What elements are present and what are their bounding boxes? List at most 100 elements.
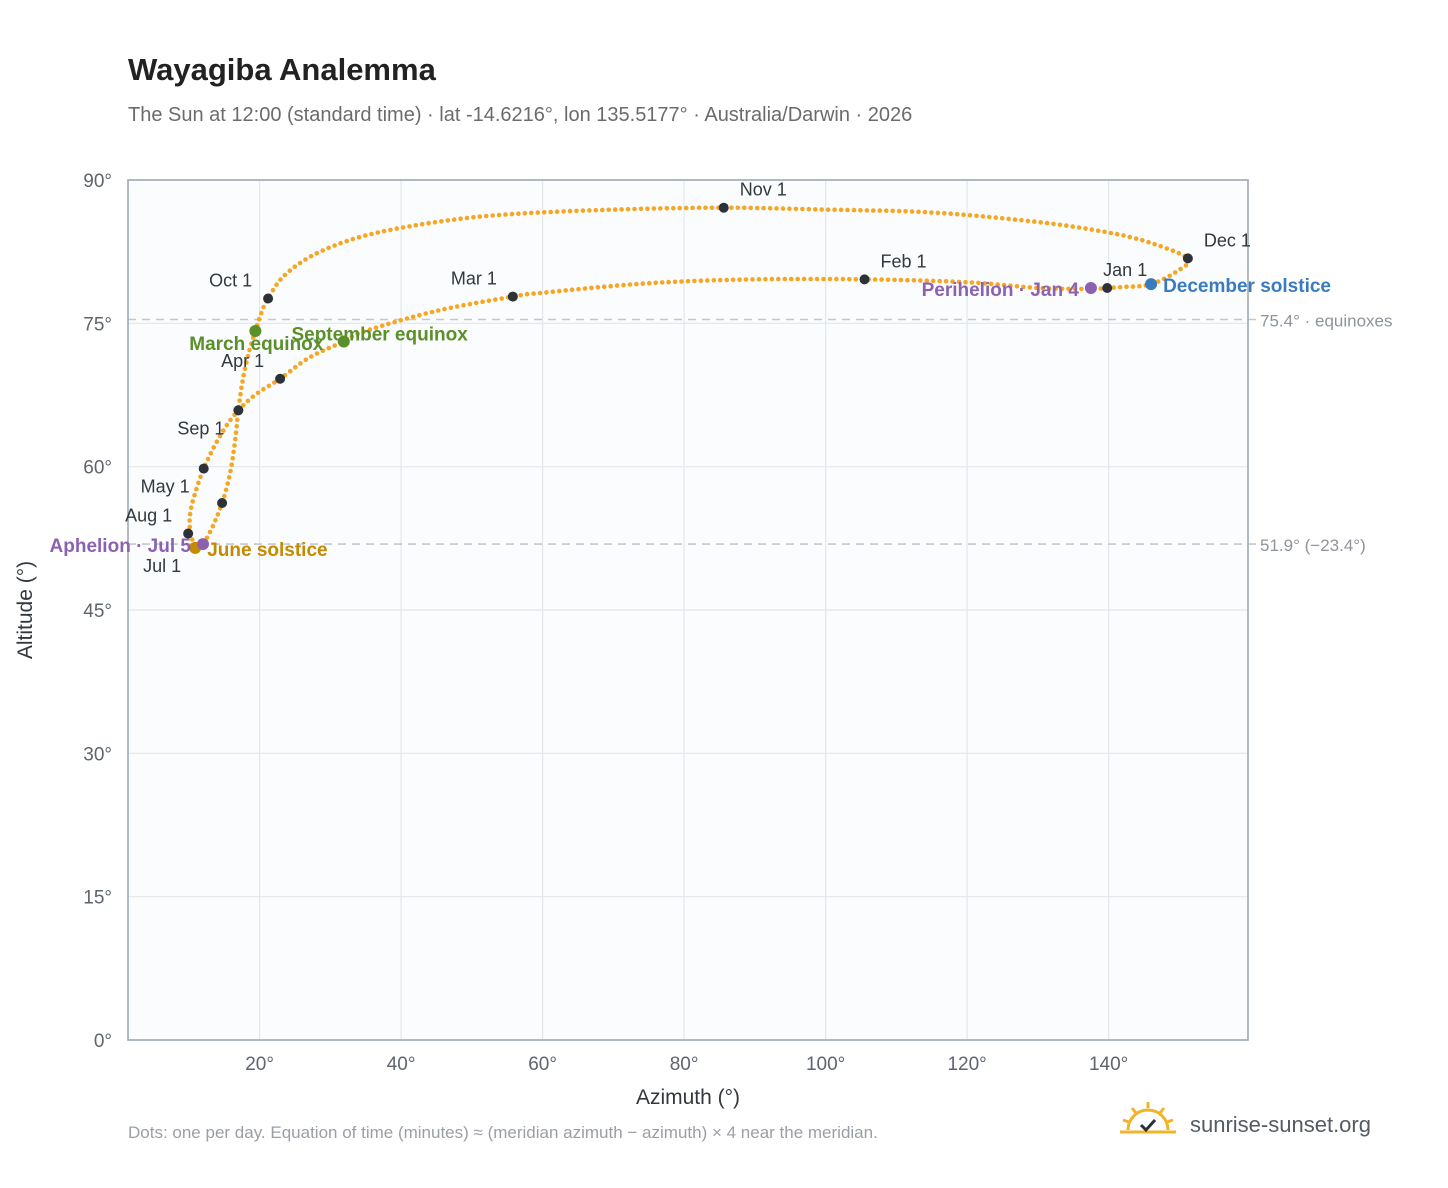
day-dot <box>234 424 239 429</box>
day-dot <box>838 207 844 213</box>
day-dot <box>569 287 575 293</box>
day-dot <box>988 281 994 287</box>
month-marker <box>217 497 228 508</box>
day-dot <box>840 276 846 282</box>
event-marker <box>337 335 350 348</box>
day-dot <box>918 278 923 283</box>
month-label: Jan 1 <box>1103 260 1147 280</box>
month-marker <box>1182 253 1193 264</box>
day-dot <box>737 277 742 283</box>
day-dot <box>379 323 385 329</box>
day-dot <box>729 205 734 210</box>
day-dot <box>464 215 470 221</box>
day-dot <box>834 276 839 282</box>
month-marker <box>275 373 286 384</box>
day-dot <box>356 235 362 240</box>
day-dot <box>593 207 599 213</box>
day-dot <box>1130 284 1136 289</box>
day-dot <box>490 213 496 218</box>
day-dot <box>244 360 249 365</box>
day-dot <box>309 354 314 359</box>
day-dot <box>1152 241 1157 247</box>
day-dot <box>529 210 534 216</box>
day-dot <box>261 387 266 392</box>
day-dot <box>314 251 320 256</box>
day-dot <box>1070 224 1075 229</box>
day-dot <box>1046 286 1052 291</box>
day-dot <box>587 208 592 213</box>
day-dot <box>942 211 947 216</box>
day-dot <box>332 243 337 248</box>
day-dot <box>314 351 320 356</box>
day-dot <box>930 278 936 284</box>
day-dot <box>1170 248 1176 253</box>
day-dot <box>845 207 850 213</box>
day-dot <box>1012 217 1018 222</box>
day-dot <box>292 264 298 270</box>
day-dot <box>274 282 279 288</box>
day-dot <box>228 468 233 474</box>
day-dot <box>600 207 605 213</box>
day-dot <box>192 492 197 498</box>
day-dot <box>1053 286 1058 292</box>
day-dot <box>245 398 251 404</box>
day-dot <box>282 272 288 278</box>
day-dot <box>235 417 240 423</box>
day-dot <box>576 286 581 292</box>
day-dot <box>905 277 910 283</box>
day-dot <box>776 276 781 282</box>
day-dot <box>647 280 652 286</box>
day-dot <box>974 213 979 219</box>
day-dot <box>355 331 361 337</box>
day-dot <box>187 524 193 530</box>
day-dot <box>493 297 498 302</box>
event-label: Perihelion · Jan 4 <box>922 280 1080 301</box>
brand-text: sunrise-sunset.org <box>1190 1112 1371 1137</box>
day-dot <box>909 209 915 214</box>
day-dot <box>222 493 227 499</box>
day-dot <box>548 209 553 215</box>
event-label: June solstice <box>207 540 327 561</box>
day-dot <box>224 422 230 428</box>
day-dot <box>832 207 837 213</box>
day-dot <box>350 236 356 242</box>
day-dot <box>1137 283 1142 289</box>
month-marker <box>718 202 729 213</box>
day-dot <box>361 329 367 334</box>
day-dot <box>943 279 949 284</box>
day-dot <box>278 277 283 282</box>
day-dot <box>1044 220 1050 226</box>
y-tick-label: 60° <box>83 458 112 479</box>
day-dot <box>445 218 451 223</box>
day-dot <box>1051 221 1056 227</box>
day-dot <box>196 480 201 486</box>
day-dot <box>407 224 412 229</box>
day-dot <box>326 345 332 351</box>
day-dot <box>956 279 962 285</box>
day-dot <box>332 343 338 348</box>
x-tick-label: 60° <box>528 1054 557 1075</box>
day-dot <box>480 299 485 305</box>
day-dot <box>242 366 248 372</box>
day-dot <box>287 368 293 374</box>
day-dot <box>1006 216 1011 222</box>
day-dot <box>724 277 729 283</box>
day-dot <box>619 207 624 212</box>
brand-logo[interactable]: sunrise-sunset.org <box>1120 1100 1390 1150</box>
day-dot <box>1072 286 1078 292</box>
day-dot <box>473 300 479 306</box>
event-marker <box>249 324 262 337</box>
day-dot <box>606 207 611 213</box>
day-dot <box>658 206 663 211</box>
day-dot <box>208 450 214 456</box>
day-dot <box>496 212 502 218</box>
day-dot <box>471 215 476 220</box>
month-marker <box>198 463 209 474</box>
day-dot <box>1158 244 1163 249</box>
day-dot <box>1178 266 1183 272</box>
day-dot <box>1057 222 1063 228</box>
day-dot <box>903 209 908 214</box>
x-tick-label: 140° <box>1089 1054 1128 1075</box>
day-dot <box>363 233 368 238</box>
